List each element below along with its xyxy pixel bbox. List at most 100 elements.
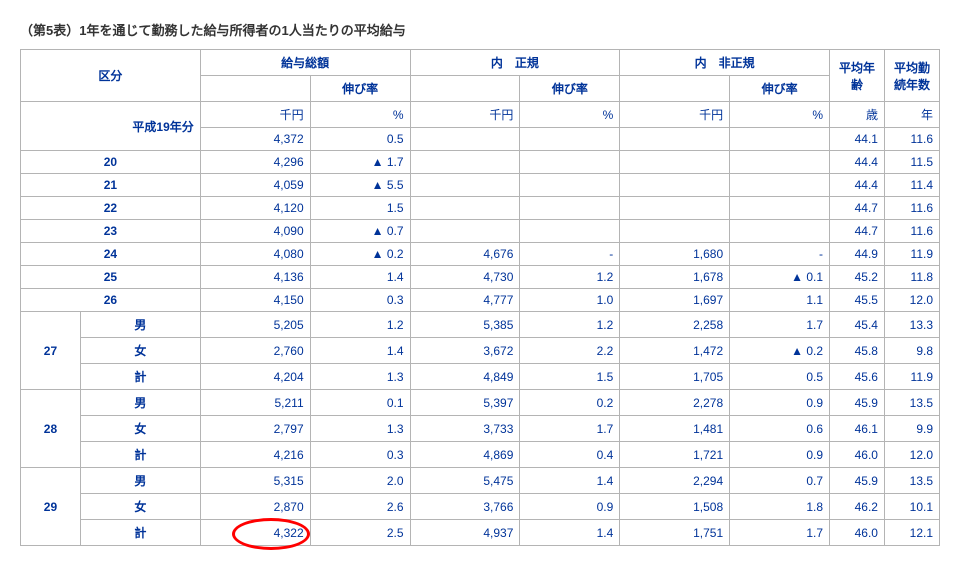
table-row: 女 2,760 1.4 3,672 2.2 1,472 ▲ 0.2 45.8 9… bbox=[21, 338, 940, 364]
cell: 1.0 bbox=[520, 289, 620, 312]
header-blank bbox=[200, 76, 310, 102]
cell: 45.8 bbox=[830, 338, 885, 364]
cell: 1.8 bbox=[730, 494, 830, 520]
cell: 4,676 bbox=[410, 243, 520, 266]
cell: 2,870 bbox=[200, 494, 310, 520]
cell bbox=[410, 197, 520, 220]
cell: 0.2 bbox=[520, 390, 620, 416]
cell bbox=[520, 151, 620, 174]
row-24-label: 24 bbox=[21, 243, 201, 266]
cell: 1.4 bbox=[310, 338, 410, 364]
header-kin: 平均勤続年数 bbox=[884, 50, 939, 102]
cell: 4,150 bbox=[200, 289, 310, 312]
header-seiki: 内 正規 bbox=[410, 50, 620, 76]
cell: 1.2 bbox=[310, 312, 410, 338]
cell: 13.5 bbox=[884, 390, 939, 416]
cell: 5,385 bbox=[410, 312, 520, 338]
cell: 4,849 bbox=[410, 364, 520, 390]
cell: 0.4 bbox=[520, 442, 620, 468]
cell: 46.0 bbox=[830, 442, 885, 468]
cell: 11.6 bbox=[884, 220, 939, 243]
cell: 2,760 bbox=[200, 338, 310, 364]
cell: 5,211 bbox=[200, 390, 310, 416]
cell: 1.1 bbox=[730, 289, 830, 312]
cell: 4,937 bbox=[410, 520, 520, 546]
table-row: 25 4,136 1.4 4,730 1.2 1,678 ▲ 0.1 45.2 … bbox=[21, 266, 940, 289]
cell: 2.5 bbox=[310, 520, 410, 546]
table-row: 28 男 5,211 0.1 5,397 0.2 2,278 0.9 45.9 … bbox=[21, 390, 940, 416]
table-title: （第5表）1年を通じて勤務した給与所得者の1人当たりの平均給与 bbox=[20, 20, 948, 39]
cell: 11.9 bbox=[884, 243, 939, 266]
header-kubun: 区分 bbox=[21, 50, 201, 102]
cell: 5,205 bbox=[200, 312, 310, 338]
cell: 2.6 bbox=[310, 494, 410, 520]
cell: 2,258 bbox=[620, 312, 730, 338]
row-27m-label: 男 bbox=[80, 312, 200, 338]
cell: 45.5 bbox=[830, 289, 885, 312]
cell: 1.3 bbox=[310, 364, 410, 390]
cell: 3,733 bbox=[410, 416, 520, 442]
header-blank bbox=[410, 76, 520, 102]
cell: 11.4 bbox=[884, 174, 939, 197]
cell: 4,059 bbox=[200, 174, 310, 197]
table-row: 計 4,216 0.3 4,869 0.4 1,721 0.9 46.0 12.… bbox=[21, 442, 940, 468]
cell: 0.1 bbox=[310, 390, 410, 416]
cell: 3,766 bbox=[410, 494, 520, 520]
cell: 1,508 bbox=[620, 494, 730, 520]
unit-pct: % bbox=[520, 102, 620, 128]
cell: 10.1 bbox=[884, 494, 939, 520]
cell bbox=[410, 174, 520, 197]
group-27-label: 27 bbox=[21, 312, 81, 390]
cell: 12.0 bbox=[884, 442, 939, 468]
cell: 44.4 bbox=[830, 151, 885, 174]
table-row: 26 4,150 0.3 4,777 1.0 1,697 1.1 45.5 12… bbox=[21, 289, 940, 312]
table-row: 計 4,322 2.5 4,937 1.4 1,751 1.7 46.0 12.… bbox=[21, 520, 940, 546]
cell: 11.6 bbox=[884, 128, 939, 151]
cell: 4,216 bbox=[200, 442, 310, 468]
group-29-label: 29 bbox=[21, 468, 81, 546]
cell: 3,672 bbox=[410, 338, 520, 364]
cell: 1,721 bbox=[620, 442, 730, 468]
cell: 1.7 bbox=[730, 312, 830, 338]
cell: 0.9 bbox=[520, 494, 620, 520]
cell: 45.9 bbox=[830, 468, 885, 494]
cell bbox=[410, 128, 520, 151]
table-row: 24 4,080 ▲ 0.2 4,676 - 1,680 - 44.9 11.9 bbox=[21, 243, 940, 266]
row-27f-label: 女 bbox=[80, 338, 200, 364]
row-28f-label: 女 bbox=[80, 416, 200, 442]
unit-senen: 千円 bbox=[200, 102, 310, 128]
cell: 1,472 bbox=[620, 338, 730, 364]
table-row: 女 2,797 1.3 3,733 1.7 1,481 0.6 46.1 9.9 bbox=[21, 416, 940, 442]
cell: 12.0 bbox=[884, 289, 939, 312]
cell bbox=[730, 197, 830, 220]
cell bbox=[620, 220, 730, 243]
cell: ▲ 0.1 bbox=[730, 266, 830, 289]
cell: 1.5 bbox=[520, 364, 620, 390]
cell: 1.2 bbox=[520, 312, 620, 338]
unit-pct: % bbox=[310, 102, 410, 128]
cell: 1,697 bbox=[620, 289, 730, 312]
cell bbox=[520, 220, 620, 243]
cell: 1.3 bbox=[310, 416, 410, 442]
table-row: 27 男 5,205 1.2 5,385 1.2 2,258 1.7 45.4 … bbox=[21, 312, 940, 338]
cell: 45.4 bbox=[830, 312, 885, 338]
cell: 13.3 bbox=[884, 312, 939, 338]
unit-pct: % bbox=[730, 102, 830, 128]
cell: 0.9 bbox=[730, 442, 830, 468]
cell: 46.2 bbox=[830, 494, 885, 520]
cell: 0.7 bbox=[730, 468, 830, 494]
salary-table: 区分 給与総額 内 正規 内 非正規 平均年齢 平均勤続年数 伸び率 伸び率 伸… bbox=[20, 49, 940, 546]
cell: ▲ 5.5 bbox=[310, 174, 410, 197]
row-26-label: 26 bbox=[21, 289, 201, 312]
table-row: 20 4,296 ▲ 1.7 44.4 11.5 bbox=[21, 151, 940, 174]
cell bbox=[620, 174, 730, 197]
row-h19-label: 平成19年分 bbox=[21, 102, 201, 151]
row-28m-label: 男 bbox=[80, 390, 200, 416]
cell: 4,296 bbox=[200, 151, 310, 174]
cell bbox=[730, 151, 830, 174]
cell bbox=[730, 174, 830, 197]
cell: 1,751 bbox=[620, 520, 730, 546]
row-21-label: 21 bbox=[21, 174, 201, 197]
cell: ▲ 0.2 bbox=[730, 338, 830, 364]
cell: 2.0 bbox=[310, 468, 410, 494]
